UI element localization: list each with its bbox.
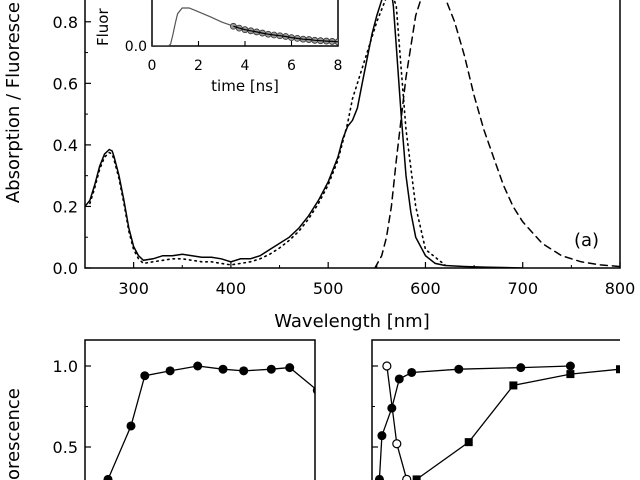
main-y-tick-label: 0.2	[53, 197, 78, 216]
inset-x-tick-label: 0	[148, 58, 157, 74]
main-y-tick-label: 0.0	[53, 259, 78, 278]
bottom-right-filled-point	[454, 364, 464, 374]
main-series-solid-line	[85, 0, 524, 268]
inset-x-tick-label: 2	[194, 58, 203, 74]
inset-x-ticks: 0 2 4 6 8	[148, 41, 343, 74]
bottom-left-y-axis-label: orescence	[3, 388, 24, 480]
inset-x-tick-label: 4	[241, 58, 250, 74]
bottom-left-data-point	[126, 421, 136, 431]
inset-fit-line	[233, 25, 338, 43]
bottom-right-filled-point	[516, 363, 526, 373]
bottom-right-open-point	[392, 439, 402, 449]
bottom-right-series-group	[374, 361, 620, 480]
main-y-tick-label: 0.4	[53, 136, 78, 155]
bottom-left-data-point	[103, 474, 113, 480]
bottom-right-plot-frame	[371, 339, 620, 480]
bottom-left-panel: 1.0 0.5 orescence	[3, 339, 316, 480]
bottom-left-data-point	[193, 361, 203, 371]
main-x-tick-label: 600	[410, 279, 441, 298]
main-x-axis-label: Wavelength [nm]	[274, 311, 430, 332]
main-x-tick-label: 700	[507, 279, 538, 298]
bottom-right-filled-point	[374, 474, 384, 480]
inset-y-tick-label: 0.0	[125, 39, 147, 55]
bottom-left-series-line	[107, 365, 315, 480]
main-x-tick-label: 400	[216, 279, 247, 298]
bottom-right-filled-point	[394, 374, 404, 384]
inset-x-axis-label: time [ns]	[211, 77, 279, 95]
bottom-right-series-line	[416, 368, 620, 480]
bottom-right-open-point	[382, 361, 392, 371]
bottom-right-open-point	[402, 474, 412, 480]
inset-series-group	[152, 7, 338, 46]
bottom-right-filled-point	[377, 431, 387, 441]
main-panel: 300 400 500 600 700 800 0.0 0.2 0.4 0.6 0.8 (a) W…	[3, 0, 635, 332]
bottom-left-data-point	[312, 386, 315, 395]
inset-y-axis-label: Fluor	[94, 8, 112, 46]
panel-annotation-a: (a)	[574, 230, 599, 251]
bottom-right-series-line	[378, 365, 571, 480]
main-x-tick-label: 300	[118, 279, 149, 298]
main-series-dotted-line	[89, 0, 446, 266]
bottom-right-y-ticks	[372, 365, 378, 448]
inset-x-tick-label: 8	[334, 58, 343, 74]
inset-x-tick-label: 6	[287, 58, 296, 74]
main-y-ticks: 0.0 0.2 0.4 0.6 0.8	[53, 13, 91, 278]
bottom-right-filled-point	[565, 361, 575, 371]
bottom-y-tick-label: 1.0	[53, 357, 78, 376]
bottom-left-data-point	[218, 364, 228, 374]
bottom-left-data-point	[165, 366, 175, 376]
main-x-tick-label: 500	[313, 279, 344, 298]
bottom-right-panel	[371, 339, 620, 480]
main-x-ticks: 300 400 500 600 700 800	[84, 262, 636, 298]
main-x-tick-label: 800	[605, 279, 636, 298]
bottom-left-plot-frame	[84, 339, 316, 480]
bottom-right-square-point	[566, 370, 575, 379]
main-series-dashed-line	[374, 0, 620, 268]
main-plot-frame	[84, 0, 621, 269]
bottom-left-data-point	[140, 371, 150, 381]
inset-panel: 0 2 4 6 8 0.0 time [ns] Fluor	[94, 0, 342, 95]
bottom-right-square-point	[464, 438, 473, 447]
main-y-axis-label: Absorption / Fluoresce	[3, 2, 24, 203]
bottom-left-data-point	[266, 364, 276, 374]
main-y-tick-label: 0.8	[53, 13, 78, 32]
bottom-y-tick-label: 0.5	[53, 438, 78, 457]
bottom-left-series-group	[103, 361, 315, 480]
bottom-right-square-point	[616, 365, 620, 374]
bottom-left-data-point	[285, 363, 295, 373]
main-y-tick-label: 0.6	[53, 74, 78, 93]
bottom-right-square-point	[412, 475, 421, 480]
bottom-right-filled-point	[407, 367, 417, 377]
bottom-left-y-ticks: 1.0 0.5	[53, 357, 91, 457]
bottom-right-series-line	[386, 365, 408, 480]
bottom-right-square-point	[509, 381, 518, 390]
inset-data-point	[229, 22, 237, 30]
main-series-group	[85, 0, 620, 268]
bottom-left-data-point	[239, 366, 249, 376]
